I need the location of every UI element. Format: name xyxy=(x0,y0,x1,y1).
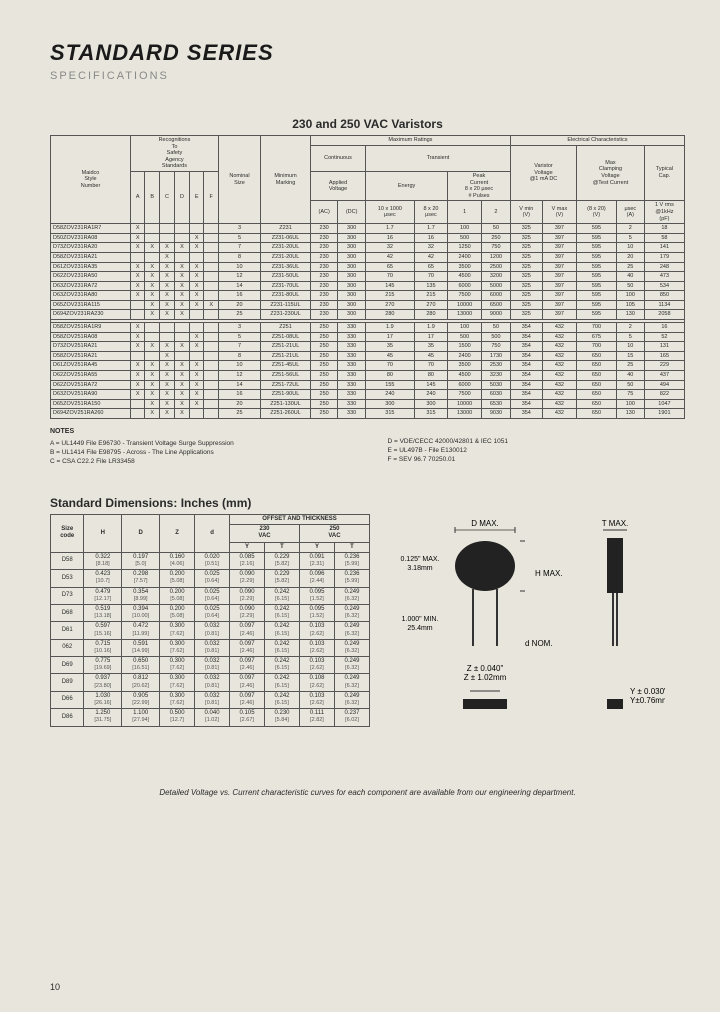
svg-text:Z ± 0.040"Z ± 1.02mm: Z ± 0.040"Z ± 1.02mm xyxy=(464,664,507,682)
table-row: D694ZOV231RA230XXX25Z231-230UL2303002802… xyxy=(51,310,685,320)
table-row: D73ZOV251RA21XXXXX7Z251-21UL250330353515… xyxy=(51,342,685,352)
page-subtitle: SPECIFICATIONS xyxy=(50,70,685,82)
dimensions-table: Sizecode HDZd OFFSET AND THICKNESS 230VA… xyxy=(50,514,370,727)
table-row: D58ZOV251RA21X8Z251-21UL2503304545240017… xyxy=(51,351,685,361)
table-row: D58ZOV231RA1R7X3Z2312303001.71.710050325… xyxy=(51,224,685,234)
note-f: F = SEV 96.7 70250.01 xyxy=(388,455,686,464)
table-row: D63ZOV231RA80XXXXX16Z231-80UL23030021521… xyxy=(51,291,685,301)
table-row: D661.030[26.16]0.905[22.99]0.300[7.62]0.… xyxy=(51,691,370,708)
table-row: D58ZOV231RA21X8Z231-20UL2303004242240012… xyxy=(51,252,685,262)
table2-title: Standard Dimensions: Inches (mm) xyxy=(50,496,370,510)
table-row: D50ZOV231RA08XX5Z231-06UL230300161650025… xyxy=(51,233,685,243)
varistor-table: MaidcoStyleNumber RecognitionsToSafetyAg… xyxy=(50,135,685,419)
table-row: D530.423[10.7]0.298[7.57]0.200[5.08]0.02… xyxy=(51,570,370,587)
svg-text:d NOM.: d NOM. xyxy=(525,639,553,648)
page-title: STANDARD SERIES xyxy=(50,40,685,66)
table-row: D65ZOV251RA150XXXX20Z251-130UL2503303003… xyxy=(51,399,685,409)
table-row: D62ZOV251RA55XXXXX12Z251-56UL25033080804… xyxy=(51,371,685,381)
note-a: A = UL1449 File E96730 - Transient Volta… xyxy=(50,439,348,448)
table-row: D730.479[12.17]0.354[8.99]0.200[5.08]0.0… xyxy=(51,587,370,604)
svg-text:0.125" MAX.3.18mm: 0.125" MAX.3.18mm xyxy=(400,556,439,572)
table-row: D580.322[8.18]0.197[5.0]0.160[4.06]0.020… xyxy=(51,552,370,569)
note-d: D = VDE/CECC 42000/42801 & IEC 1051 xyxy=(388,437,686,446)
table-row: D65ZOV231RA115XXXXX20Z231-115UL230300270… xyxy=(51,300,685,310)
svg-text:H MAX.: H MAX. xyxy=(535,569,563,578)
table-row: D610.597[15.16]0.472[11.99]0.300[7.62]0.… xyxy=(51,622,370,639)
svg-text:T MAX.: T MAX. xyxy=(602,519,629,528)
footer-note: Detailed Voltage vs. Current characteris… xyxy=(50,788,685,797)
notes-label: NOTES xyxy=(50,427,348,437)
table-row: D694ZOV251RA260XXX25Z251-260UL2503303153… xyxy=(51,409,685,419)
table-row: D890.937[23.80]0.812[20.62]0.300[7.62]0.… xyxy=(51,674,370,691)
svg-text:Y ± 0.030"Y±0.76mm: Y ± 0.030"Y±0.76mm xyxy=(630,687,665,705)
table-row: D62ZOV251RA72XXXXX14Z251-72UL25033015514… xyxy=(51,380,685,390)
table-row: D690.775[19.69]0.650[16.51]0.300[7.62]0.… xyxy=(51,657,370,674)
notes-block: NOTES A = UL1449 File E96730 - Transient… xyxy=(50,427,685,466)
table-row: D63ZOV251RA90XXXXX16Z251-90UL25033024024… xyxy=(51,390,685,400)
table-row: D61ZOV251RA45XXXXX10Z251-45UL25033070703… xyxy=(51,361,685,371)
table-row: 0620.715[10.16]0.591[14.99]0.300[7.62]0.… xyxy=(51,639,370,656)
table-row: D61ZOV231RA35XXXXX10Z231-36UL23030065653… xyxy=(51,262,685,272)
table-row: D58ZOV251RA08XX5Z251-08UL250330171750050… xyxy=(51,332,685,342)
table1-title: 230 and 250 VAC Varistors xyxy=(50,117,685,131)
page-number: 10 xyxy=(50,982,60,992)
table-row: D861.250[31.75]1.100[27.94]0.500[12.7]0.… xyxy=(51,709,370,726)
table-row: D73ZOV231RA20XXXXX7Z231-20UL230300323212… xyxy=(51,243,685,253)
note-c: C = CSA C22.2 File LR33458 xyxy=(50,457,348,466)
table-row: D63ZOV231RA72XXXXX14Z231-70UL23030014513… xyxy=(51,281,685,291)
table-row: D62ZOV231RA50XXXXX12Z231-50UL23030070704… xyxy=(51,272,685,282)
note-e: E = UL497B - File E130012 xyxy=(388,446,686,455)
svg-text:1.000" MIN.25.4mm: 1.000" MIN.25.4mm xyxy=(402,616,439,632)
svg-text:D MAX.: D MAX. xyxy=(471,519,499,528)
table-row: D58ZOV251RA1R9X3Z2512503301.91.910050354… xyxy=(51,323,685,333)
table-row: D680.519[13.18]0.394[10.00]0.200[5.08]0.… xyxy=(51,604,370,621)
note-b: B = UL1414 File E98795 - Across - The Li… xyxy=(50,448,348,457)
dimension-diagram: D MAX. 0.125" MAX.3.18mm H MAX. 1.000" M… xyxy=(385,496,685,738)
